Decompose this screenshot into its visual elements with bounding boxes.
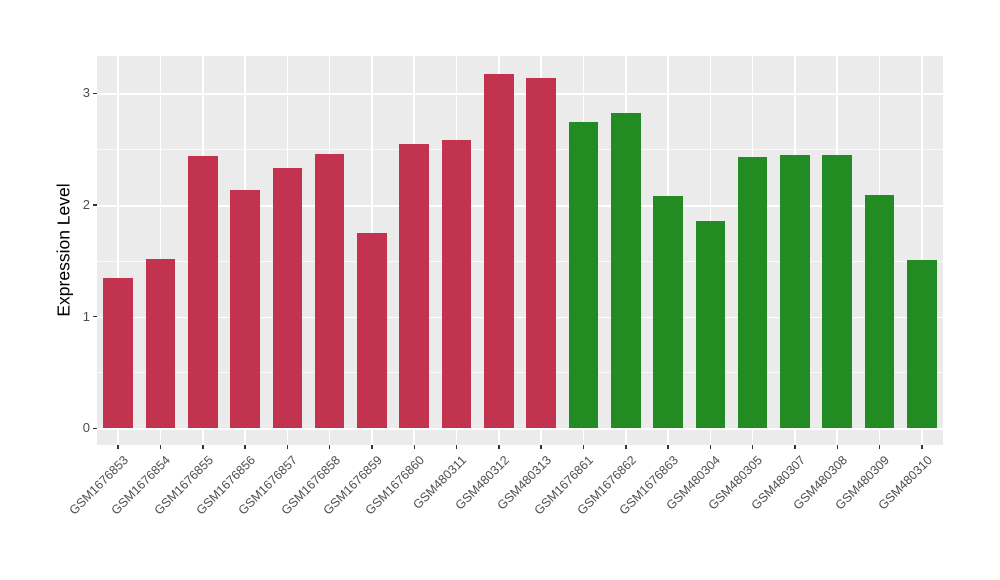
minor-gridline xyxy=(97,149,943,151)
bar-gsm1676853 xyxy=(103,277,133,429)
y-tick-label: 0 xyxy=(82,420,90,436)
x-tick-mark xyxy=(413,445,415,449)
y-tick-label: 2 xyxy=(82,196,90,212)
minor-gridline xyxy=(97,372,943,374)
bar-gsm1676859 xyxy=(357,232,387,429)
major-gridline xyxy=(97,204,943,207)
bar-gsm1676856 xyxy=(230,190,260,429)
x-tick-mark xyxy=(667,445,669,449)
bar-gsm480311 xyxy=(441,140,472,429)
bar-gsm480313 xyxy=(526,77,556,429)
category-gridline xyxy=(117,56,119,445)
bar-gsm1676863 xyxy=(653,196,683,429)
major-gridline xyxy=(97,93,943,95)
y-tick-mark xyxy=(93,315,97,318)
x-tick-mark xyxy=(878,445,881,449)
x-tick-mark xyxy=(921,445,923,449)
x-tick-mark xyxy=(328,445,331,449)
x-tick-mark xyxy=(582,445,585,449)
y-tick-mark xyxy=(93,92,97,95)
x-tick-mark xyxy=(709,445,712,449)
category-gridline xyxy=(159,56,162,445)
x-tick-mark xyxy=(371,445,373,449)
major-gridline xyxy=(97,316,943,319)
bar-gsm1676858 xyxy=(314,153,345,429)
x-tick-mark xyxy=(117,445,119,449)
bar-gsm1676854 xyxy=(145,258,176,429)
bar-gsm480308 xyxy=(822,154,853,429)
x-tick-mark xyxy=(159,445,162,449)
minor-gridline xyxy=(97,260,943,262)
bar-gsm1676855 xyxy=(187,155,218,429)
bar-gsm480312 xyxy=(484,74,514,429)
bar-gsm480309 xyxy=(864,194,895,429)
plot-panel xyxy=(97,56,943,445)
category-gridline xyxy=(921,56,923,445)
x-tick-mark xyxy=(540,445,542,449)
x-tick-mark xyxy=(836,445,838,449)
x-tick-mark xyxy=(625,445,627,449)
major-gridline xyxy=(97,428,943,430)
x-tick-mark xyxy=(202,445,204,449)
bar-gsm1676857 xyxy=(272,168,303,429)
x-tick-mark xyxy=(498,445,500,449)
y-tick-label: 3 xyxy=(82,85,90,101)
x-tick-mark xyxy=(286,445,289,449)
x-tick-mark xyxy=(455,445,458,449)
bar-gsm480304 xyxy=(695,220,726,429)
y-tick-mark xyxy=(93,427,97,430)
bar-gsm1676861 xyxy=(568,122,599,429)
x-tick-mark xyxy=(244,445,246,449)
bar-gsm1676862 xyxy=(610,113,641,429)
bar-gsm480307 xyxy=(780,154,810,429)
y-tick-mark xyxy=(93,204,97,206)
bar-gsm480310 xyxy=(907,259,937,429)
x-tick-mark xyxy=(794,445,796,449)
x-tick-mark xyxy=(751,445,754,449)
bar-gsm480305 xyxy=(737,156,768,429)
y-tick-label: 1 xyxy=(82,308,90,324)
bar-gsm1676860 xyxy=(399,143,430,429)
